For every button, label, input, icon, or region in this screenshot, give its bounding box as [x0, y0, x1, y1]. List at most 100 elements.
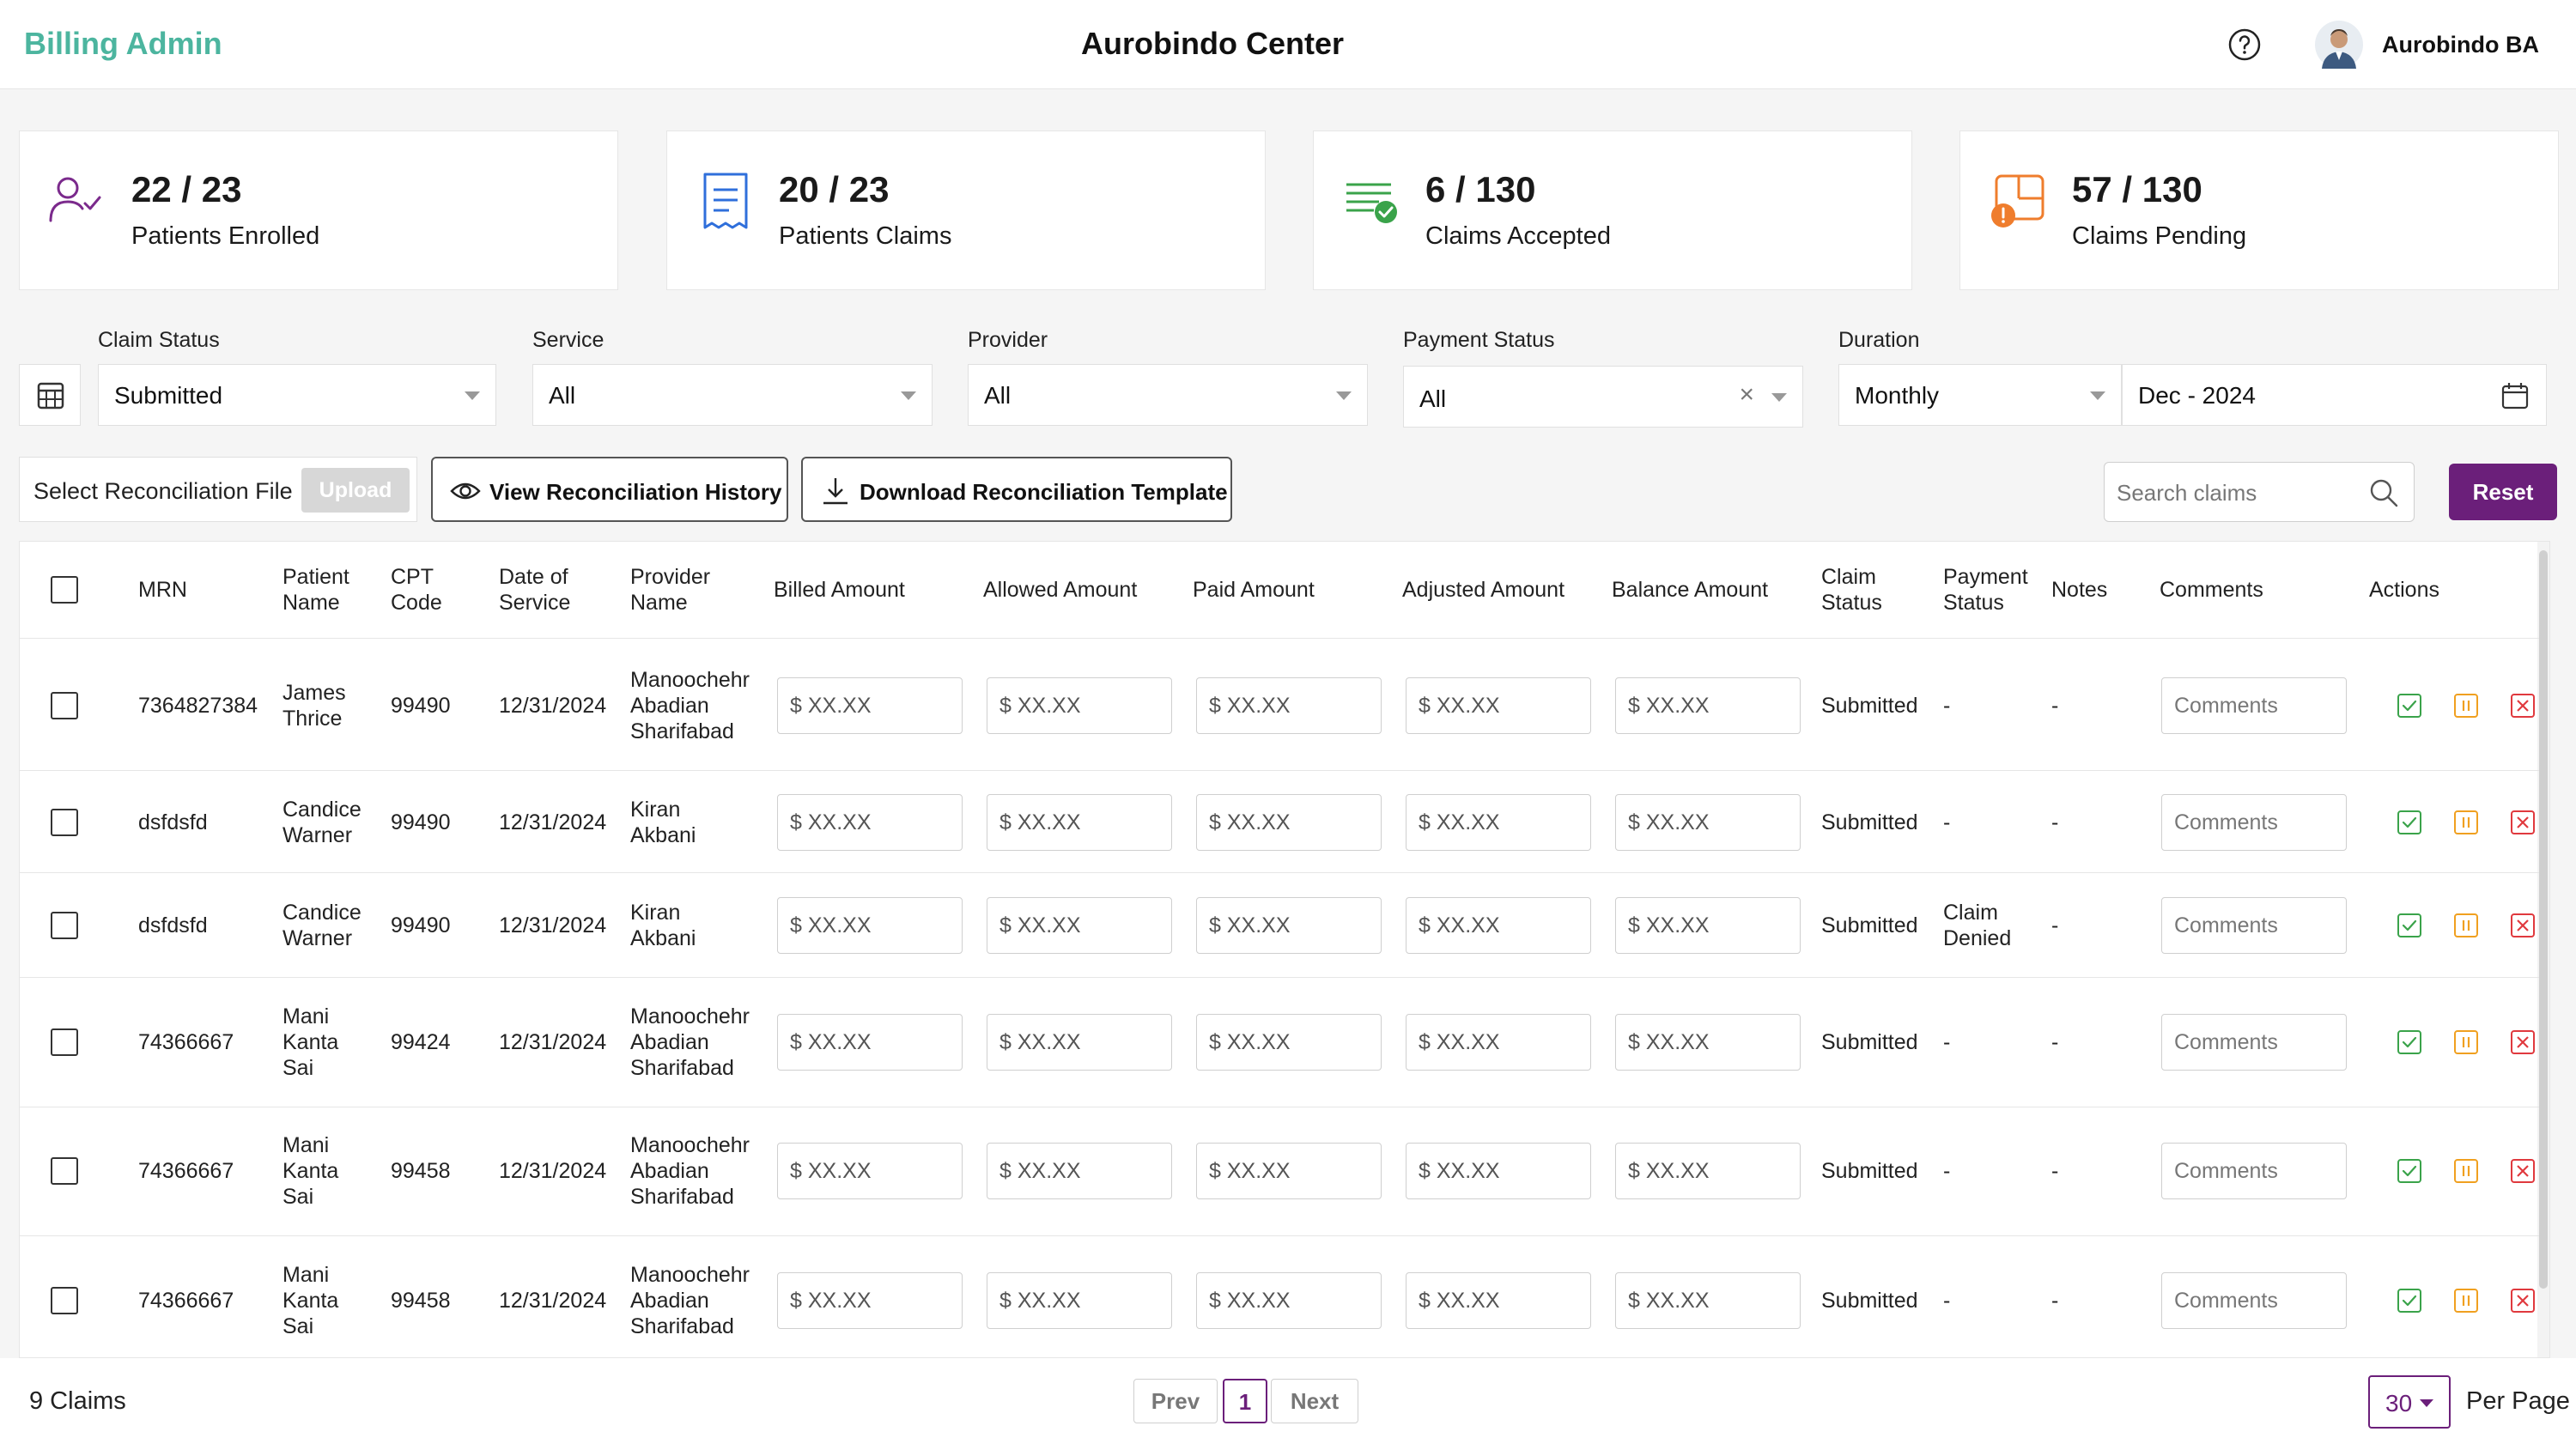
reject-icon[interactable]: [2510, 1288, 2536, 1314]
per-page-select[interactable]: 30: [2368, 1375, 2451, 1429]
balance-amount-input[interactable]: $ XX.XX: [1615, 1143, 1801, 1199]
clear-icon[interactable]: ×: [1739, 380, 1754, 409]
comments-input[interactable]: Comments: [2161, 897, 2347, 954]
upload-button[interactable]: Upload: [301, 468, 410, 513]
allowed-amount-input[interactable]: $ XX.XX: [987, 1014, 1172, 1071]
row-checkbox[interactable]: [51, 912, 78, 939]
help-icon[interactable]: [2227, 27, 2262, 62]
next-page-button[interactable]: Next: [1271, 1379, 1358, 1423]
select-all-checkbox[interactable]: [51, 576, 78, 604]
row-checkbox[interactable]: [51, 1157, 78, 1185]
approve-icon[interactable]: [2397, 913, 2422, 938]
duration-select[interactable]: Monthly: [1838, 364, 2122, 426]
provider-name-cell-line: Akbani: [630, 823, 696, 847]
select-file-label[interactable]: Select Reconciliation File: [33, 478, 293, 504]
paid-amount-input[interactable]: $ XX.XX: [1196, 677, 1382, 734]
claim-status-select[interactable]: Submitted: [98, 364, 496, 426]
paid-amount-input[interactable]: $ XX.XX: [1196, 1143, 1382, 1199]
reject-icon[interactable]: [2510, 1029, 2536, 1055]
balance-amount-input[interactable]: $ XX.XX: [1615, 1272, 1801, 1329]
provider-name-cell-line: Abadian: [630, 1159, 709, 1183]
brand-logo[interactable]: Billing Admin: [24, 26, 222, 61]
month-value: Dec - 2024: [2138, 382, 2256, 409]
page-number-button[interactable]: 1: [1223, 1379, 1267, 1423]
row-checkbox[interactable]: [51, 1287, 78, 1314]
stat-label: Patients Claims: [779, 222, 952, 250]
hold-icon[interactable]: [2453, 693, 2479, 719]
allowed-amount-input[interactable]: $ XX.XX: [987, 1143, 1172, 1199]
download-template-button[interactable]: Download Reconciliation Template: [801, 457, 1232, 522]
balance-amount-input[interactable]: $ XX.XX: [1615, 677, 1801, 734]
reject-icon[interactable]: [2510, 913, 2536, 938]
adjusted-amount-input[interactable]: $ XX.XX: [1406, 1014, 1591, 1071]
billed-amount-input[interactable]: $ XX.XX: [777, 794, 963, 851]
balance-amount-input[interactable]: $ XX.XX: [1615, 897, 1801, 954]
service-select[interactable]: All: [532, 364, 933, 426]
hold-icon[interactable]: [2453, 810, 2479, 835]
hold-icon[interactable]: [2453, 1029, 2479, 1055]
payment-status-cell: -: [1943, 693, 1950, 719]
provider-select[interactable]: All: [968, 364, 1368, 426]
approve-icon[interactable]: [2397, 693, 2422, 719]
balance-amount-input[interactable]: $ XX.XX: [1615, 794, 1801, 851]
payment-status-select[interactable]: All ×: [1403, 366, 1803, 428]
view-history-button[interactable]: View Reconciliation History: [431, 457, 788, 522]
user-name[interactable]: Aurobindo BA: [2382, 32, 2539, 58]
header-claim-status: Claim Status: [1821, 564, 1882, 616]
month-picker[interactable]: Dec - 2024: [2122, 364, 2547, 426]
allowed-amount-input[interactable]: $ XX.XX: [987, 1272, 1172, 1329]
allowed-amount-input[interactable]: $ XX.XX: [987, 677, 1172, 734]
paid-amount-input[interactable]: $ XX.XX: [1196, 1014, 1382, 1071]
comments-input[interactable]: Comments: [2161, 1272, 2347, 1329]
adjusted-amount-input[interactable]: $ XX.XX: [1406, 1272, 1591, 1329]
calendar-view-button[interactable]: [19, 364, 81, 426]
search-box[interactable]: [2104, 462, 2415, 522]
payment-status-label: Payment Status: [1403, 328, 1555, 352]
billed-amount-input[interactable]: $ XX.XX: [777, 897, 963, 954]
avatar[interactable]: [2315, 21, 2363, 69]
comments-input[interactable]: Comments: [2161, 1143, 2347, 1199]
allowed-amount-input[interactable]: $ XX.XX: [987, 897, 1172, 954]
comments-input[interactable]: Comments: [2161, 794, 2347, 851]
table-footer: 9 Claims Prev 1 Next 30 Per Page: [0, 1358, 2576, 1444]
billed-amount-input[interactable]: $ XX.XX: [777, 677, 963, 734]
hold-icon[interactable]: [2453, 1288, 2479, 1314]
provider-value: All: [984, 382, 1012, 409]
prev-page-button[interactable]: Prev: [1133, 1379, 1218, 1423]
adjusted-amount-input[interactable]: $ XX.XX: [1406, 1143, 1591, 1199]
paid-amount-input[interactable]: $ XX.XX: [1196, 794, 1382, 851]
allowed-amount-input[interactable]: $ XX.XX: [987, 794, 1172, 851]
hold-icon[interactable]: [2453, 1158, 2479, 1184]
reject-icon[interactable]: [2510, 693, 2536, 719]
approve-icon[interactable]: [2397, 1158, 2422, 1184]
row-checkbox[interactable]: [51, 1028, 78, 1056]
search-icon[interactable]: [2367, 476, 2400, 509]
approve-icon[interactable]: [2397, 1029, 2422, 1055]
billed-amount-input[interactable]: $ XX.XX: [777, 1143, 963, 1199]
reject-icon[interactable]: [2510, 810, 2536, 835]
adjusted-amount-input[interactable]: $ XX.XX: [1406, 794, 1591, 851]
cpt-code-cell: 99424: [391, 1030, 451, 1054]
user-check-icon: [49, 177, 101, 222]
row-checkbox[interactable]: [51, 692, 78, 719]
comments-input[interactable]: Comments: [2161, 677, 2347, 734]
billed-amount-input[interactable]: $ XX.XX: [777, 1014, 963, 1071]
reconciliation-file-picker[interactable]: Select Reconciliation File Upload: [19, 457, 417, 522]
table-scrollbar[interactable]: [2537, 542, 2549, 1357]
billed-amount-input[interactable]: $ XX.XX: [777, 1272, 963, 1329]
balance-amount-input[interactable]: $ XX.XX: [1615, 1014, 1801, 1071]
reject-icon[interactable]: [2510, 1158, 2536, 1184]
comments-input[interactable]: Comments: [2161, 1014, 2347, 1071]
approve-icon[interactable]: [2397, 1288, 2422, 1314]
paid-amount-input[interactable]: $ XX.XX: [1196, 897, 1382, 954]
adjusted-amount-input[interactable]: $ XX.XX: [1406, 897, 1591, 954]
notes-cell: -: [2051, 913, 2059, 937]
hold-icon[interactable]: [2453, 913, 2479, 938]
reset-button[interactable]: Reset: [2449, 464, 2557, 520]
scrollbar-thumb[interactable]: [2539, 550, 2548, 1289]
adjusted-amount-input[interactable]: $ XX.XX: [1406, 677, 1591, 734]
paid-amount-input[interactable]: $ XX.XX: [1196, 1272, 1382, 1329]
search-input[interactable]: [2117, 475, 2366, 511]
approve-icon[interactable]: [2397, 810, 2422, 835]
row-checkbox[interactable]: [51, 809, 78, 836]
